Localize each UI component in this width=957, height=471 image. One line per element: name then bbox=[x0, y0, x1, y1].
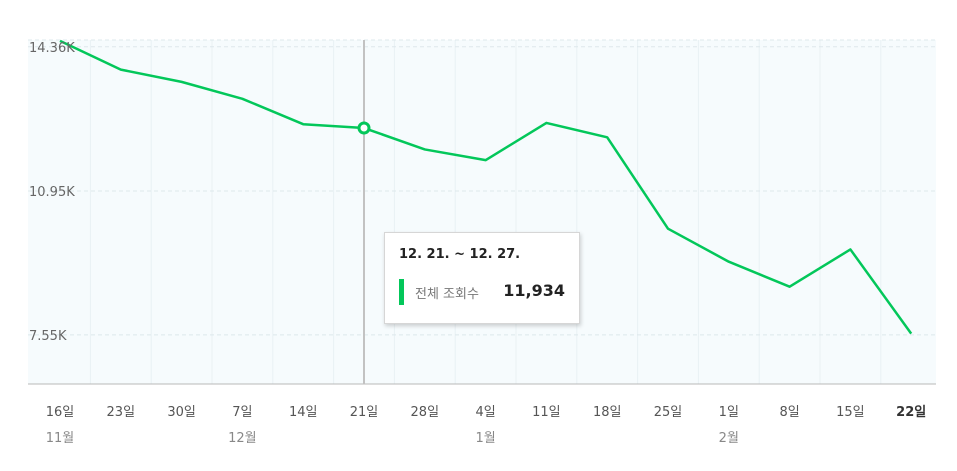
x-tick-label: 4일 bbox=[475, 405, 495, 420]
x-tick-label: 30일 bbox=[167, 405, 196, 420]
x-tick-label: 16일 bbox=[46, 405, 75, 420]
month-labels: 11월 12월 1월 2월 bbox=[46, 431, 739, 446]
x-tick-label: 7일 bbox=[232, 405, 252, 420]
y-tick-label: 14.36K bbox=[29, 41, 75, 56]
x-tick-label: 25일 bbox=[654, 405, 683, 420]
y-tick-label: 10.95K bbox=[29, 185, 75, 200]
x-axis-ticks: 16일 23일 30일 7일 14일 21일 28일 4일 11일 18일 25일 1일 8일 15일 22… bbox=[46, 405, 926, 420]
horizontal-gridlines bbox=[28, 39, 936, 336]
x-tick-label: 11일 bbox=[532, 405, 561, 420]
y-tick-label: 7.55K bbox=[29, 329, 67, 344]
month-label: 1월 bbox=[475, 431, 495, 446]
x-tick-label: 23일 bbox=[107, 405, 136, 420]
x-tick-label: 28일 bbox=[411, 405, 440, 420]
x-tick-label: 15일 bbox=[836, 405, 865, 420]
y-axis-ticks: 14.36K 10.95K 7.55K bbox=[29, 41, 75, 344]
x-tick-label: 14일 bbox=[289, 405, 318, 420]
vertical-gridlines bbox=[89, 40, 882, 384]
tooltip-series-color-bar bbox=[399, 279, 404, 305]
series-line-total-views bbox=[59, 39, 913, 335]
x-tick-label: 18일 bbox=[593, 405, 622, 420]
x-tick-label: 22일 bbox=[896, 405, 926, 420]
month-label: 12월 bbox=[228, 431, 257, 446]
month-label: 11월 bbox=[46, 431, 75, 446]
tooltip-date-range: 12. 21. ~ 12. 27. bbox=[399, 247, 521, 262]
data-tooltip: 12. 21. ~ 12. 27. 전체 조회수 11,934 bbox=[384, 232, 580, 324]
x-tick-label: 21일 bbox=[350, 405, 379, 420]
highlighted-data-point[interactable] bbox=[357, 121, 371, 135]
tooltip-series-label: 전체 조회수 bbox=[415, 287, 479, 302]
plot-background bbox=[28, 40, 936, 384]
tooltip-value: 11,934 bbox=[503, 281, 565, 300]
month-label: 2월 bbox=[719, 431, 739, 446]
data-points bbox=[357, 121, 371, 135]
x-tick-label: 8일 bbox=[779, 405, 799, 420]
x-tick-label: 1일 bbox=[719, 405, 739, 420]
